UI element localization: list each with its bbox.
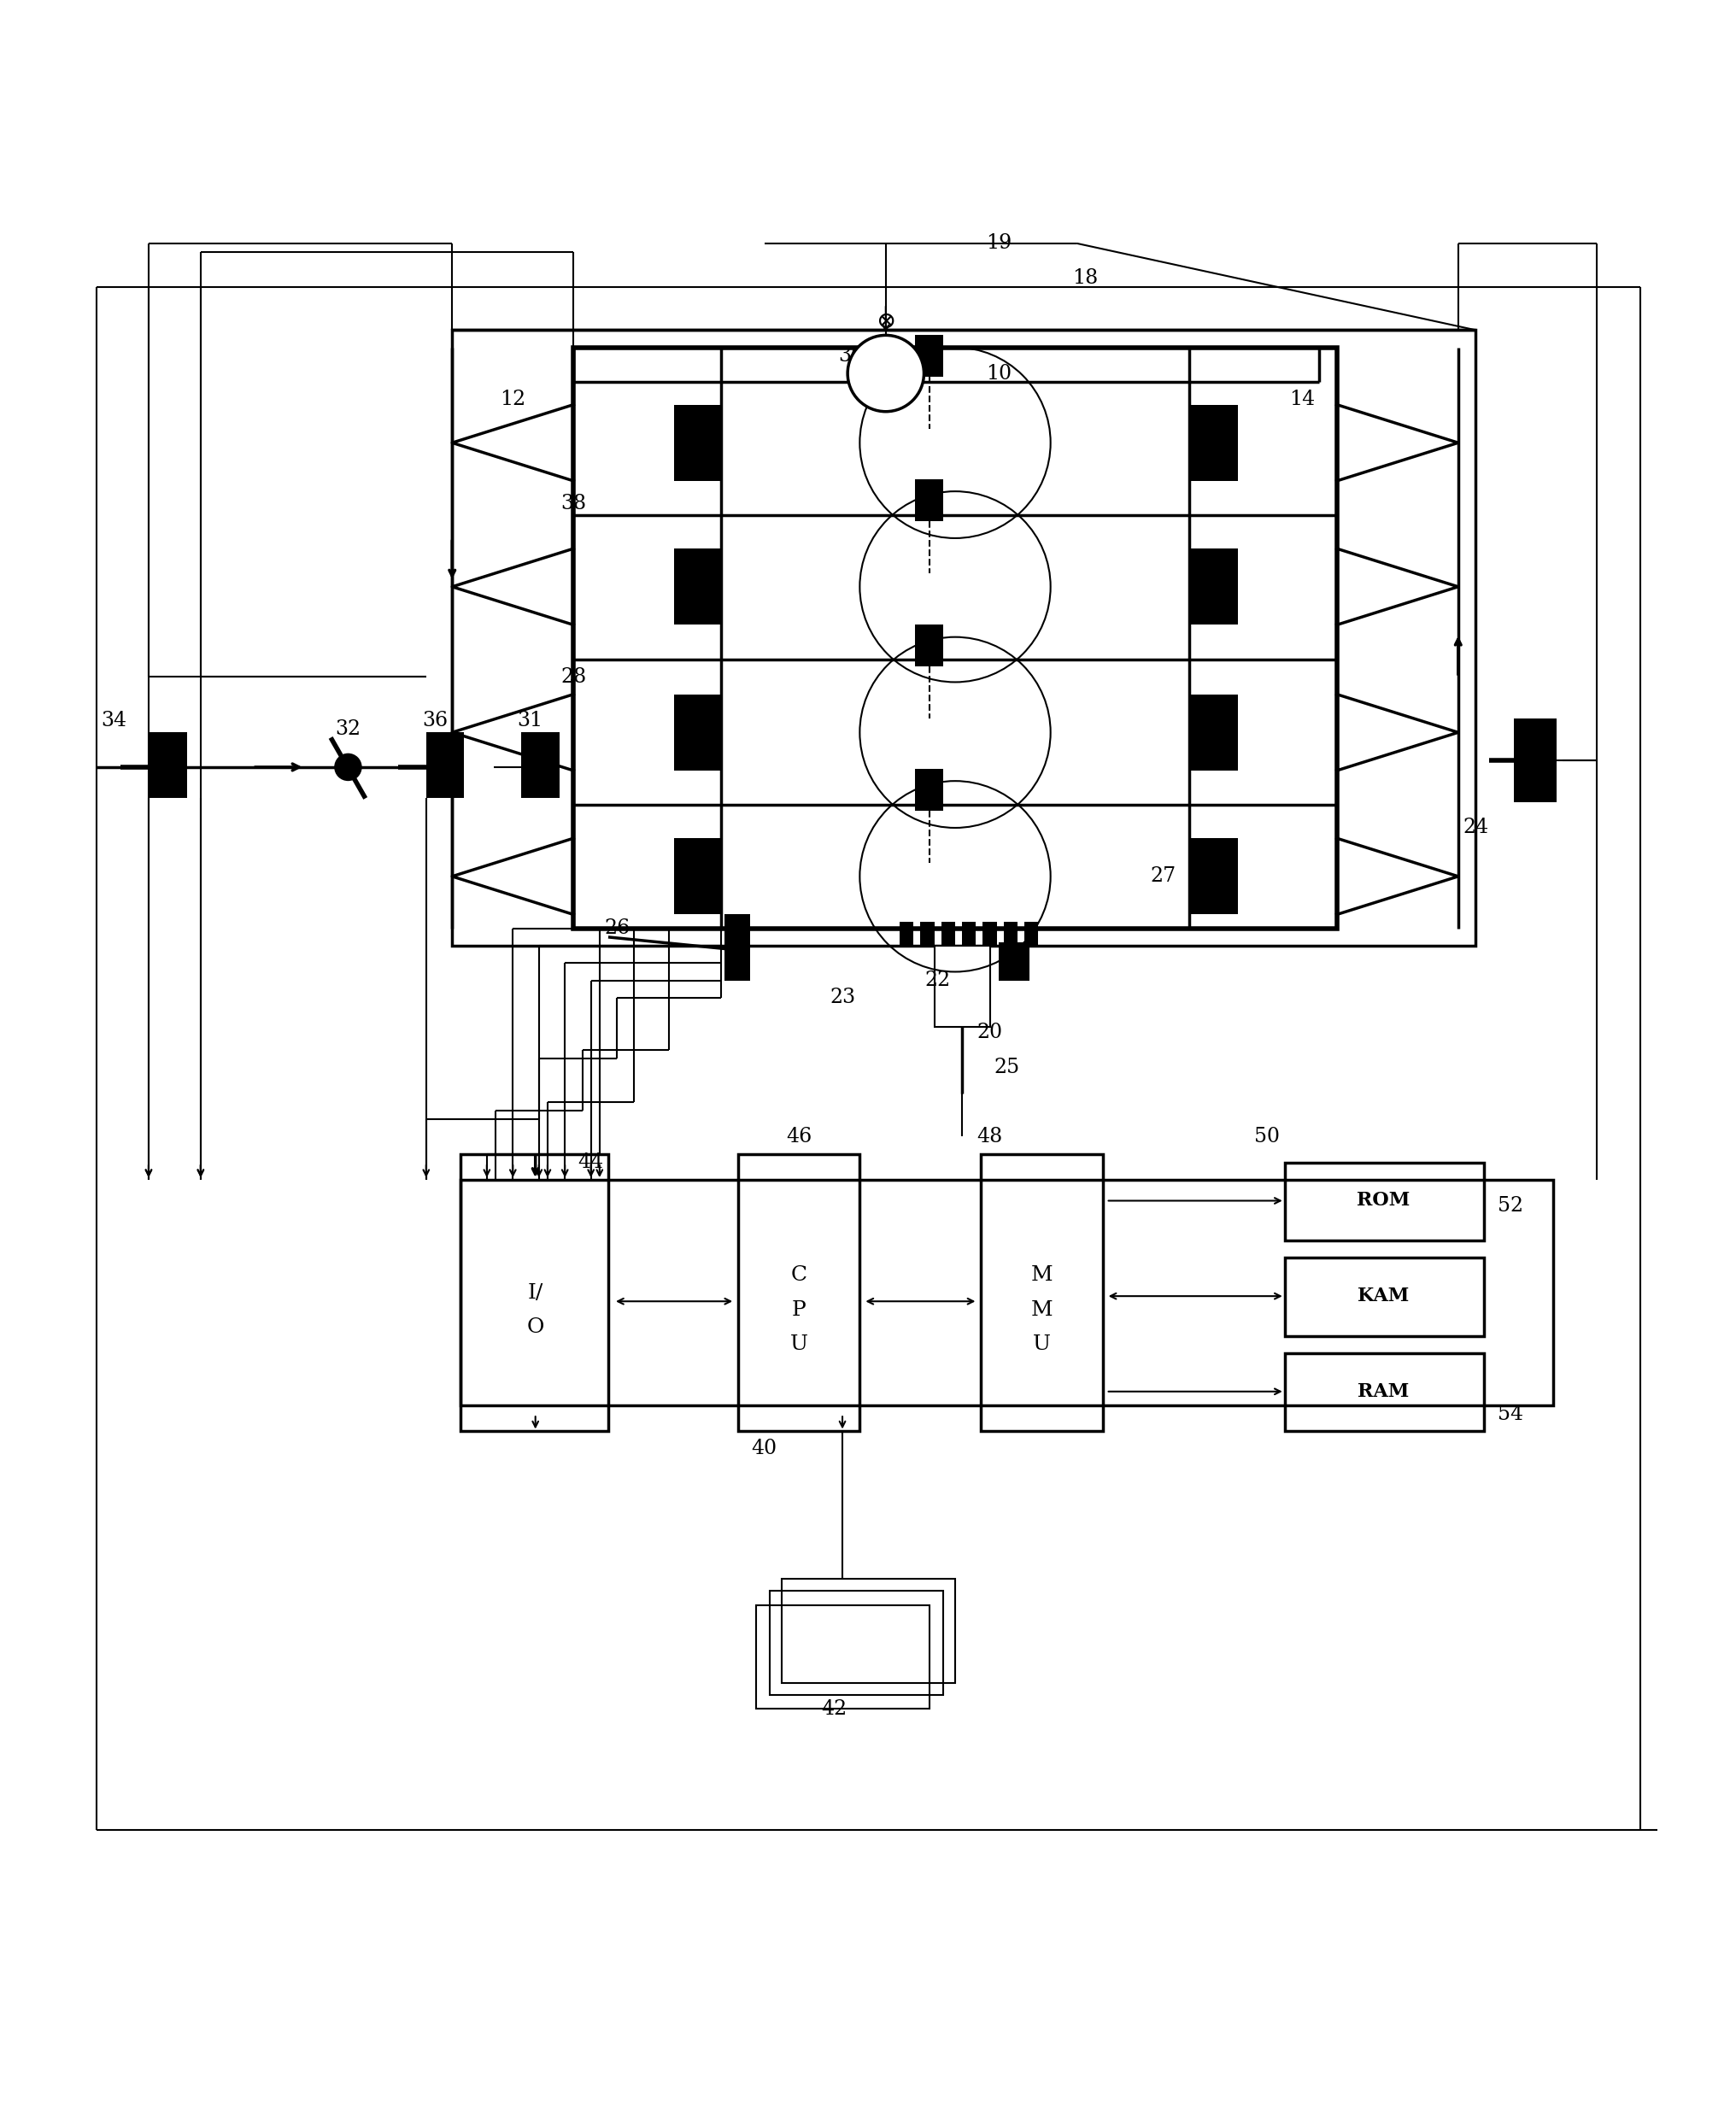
Bar [781,1579,955,1683]
Text: C: C [790,1266,807,1285]
Circle shape [333,754,361,781]
Bar [1189,548,1238,625]
Bar [149,732,187,798]
Text: 42: 42 [821,1700,845,1719]
Bar [460,1154,608,1431]
Bar [1285,1353,1484,1431]
Text: 44: 44 [578,1154,604,1173]
Text: 25: 25 [993,1056,1019,1078]
Text: 48: 48 [976,1126,1002,1147]
Text: 10: 10 [984,364,1010,383]
Bar [915,625,943,667]
Bar [674,838,722,915]
Bar [1189,838,1238,915]
Text: 50: 50 [1253,1126,1279,1147]
Text: 27: 27 [1149,866,1175,887]
Bar [521,732,559,798]
Circle shape [847,334,924,411]
Text: M: M [1031,1266,1052,1285]
Text: 12: 12 [500,390,526,409]
Text: U: U [790,1336,807,1355]
Bar [1285,1257,1484,1336]
Bar [1285,1162,1484,1241]
Bar [998,942,1029,980]
Bar [573,347,1337,929]
Text: 26: 26 [604,919,630,938]
Text: 28: 28 [561,667,587,686]
Bar [460,1179,1552,1406]
Text: 24: 24 [1462,817,1488,838]
Text: 36: 36 [422,711,448,730]
Text: I/: I/ [528,1283,543,1302]
Bar [915,768,943,811]
Text: 54: 54 [1496,1404,1522,1425]
Text: 52: 52 [1496,1196,1522,1215]
Text: O: O [526,1317,543,1338]
Bar [915,478,943,521]
Text: P: P [792,1300,806,1319]
Bar [941,921,955,946]
Bar [674,548,722,625]
Bar [451,330,1476,946]
Bar [1003,921,1017,946]
Bar [1189,404,1238,481]
Text: KAM: KAM [1358,1287,1408,1306]
Text: 46: 46 [786,1126,811,1147]
Text: 32: 32 [335,720,361,739]
Bar [981,1154,1102,1431]
Text: 19: 19 [984,233,1010,254]
Bar [425,732,464,798]
Bar [738,1154,859,1431]
Bar [769,1592,943,1696]
Bar [899,921,913,946]
Text: 20: 20 [976,1023,1002,1042]
Bar [920,921,934,946]
Bar [915,334,943,377]
Text: 38: 38 [561,493,587,512]
Bar [674,404,722,481]
Bar [674,694,722,771]
Bar [934,946,990,1027]
Bar [755,1605,929,1708]
Text: M: M [1031,1300,1052,1319]
Bar [1512,718,1555,802]
Text: 40: 40 [752,1440,776,1459]
Text: 30: 30 [838,347,863,366]
Text: ROM: ROM [1356,1192,1410,1211]
Text: RAM: RAM [1358,1382,1408,1401]
Text: 23: 23 [830,989,854,1008]
Text: 16: 16 [917,347,941,366]
Bar [983,921,996,946]
Text: 31: 31 [517,711,543,730]
Bar [1189,694,1238,771]
Text: 22: 22 [925,970,950,991]
Text: 14: 14 [1288,390,1314,409]
Bar [724,915,750,980]
Text: 18: 18 [1071,269,1097,288]
Text: 34: 34 [101,711,127,730]
Text: U: U [1033,1336,1050,1355]
Bar [962,921,976,946]
Text: ⊗: ⊗ [875,309,896,332]
Bar [1024,921,1038,946]
